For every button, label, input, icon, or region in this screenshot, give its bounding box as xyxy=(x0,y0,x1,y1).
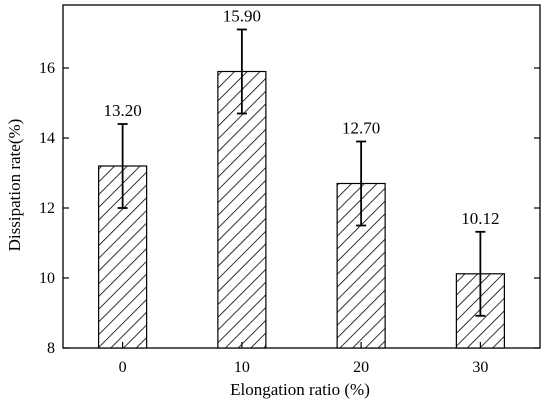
x-tick-label: 20 xyxy=(353,359,369,376)
y-tick-label: 8 xyxy=(47,340,55,357)
data-label: 13.20 xyxy=(104,101,142,120)
data-label: 10.12 xyxy=(461,209,499,228)
y-tick-label: 12 xyxy=(39,200,55,217)
y-tick-label: 10 xyxy=(39,270,55,287)
y-tick-label: 16 xyxy=(39,60,55,77)
x-tick-label: 0 xyxy=(119,359,127,376)
x-axis-label: Elongation ratio (%) xyxy=(230,380,370,399)
bar xyxy=(217,70,267,349)
plot-frame xyxy=(62,4,541,349)
data-label: 15.90 xyxy=(223,7,261,26)
y-tick-label: 14 xyxy=(39,130,55,147)
x-tick-label: 10 xyxy=(234,359,250,376)
y-axis-label: Dissipation rate(%) xyxy=(5,119,24,252)
x-tick-label: 30 xyxy=(472,359,488,376)
data-label: 12.70 xyxy=(342,119,380,138)
plot-area: 8 10 12 14 16 13.20 0 15.90 10 12.70 20 10.12 30 xyxy=(39,4,541,376)
